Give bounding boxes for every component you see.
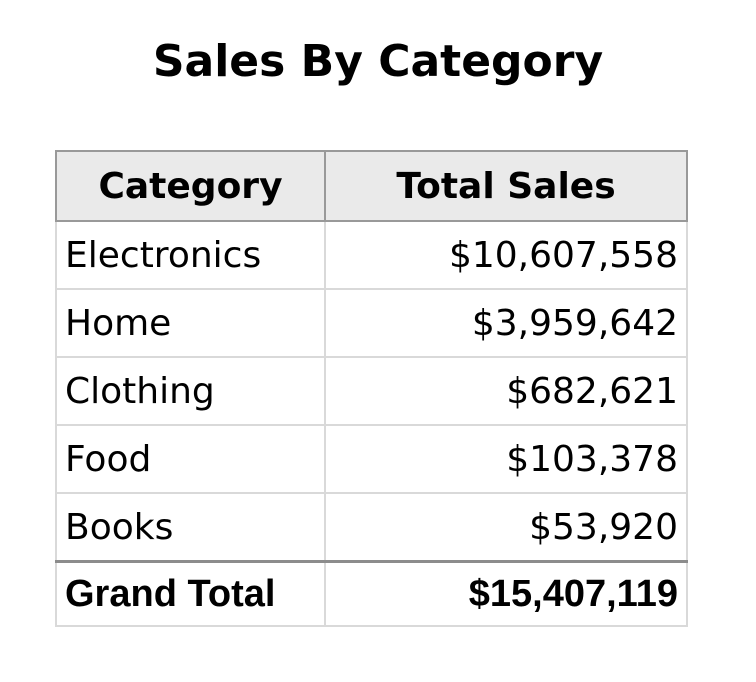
grand-total-row: Grand Total $15,407,119	[55, 560, 688, 627]
sales-cell: $10,607,558	[324, 220, 688, 290]
table-row: Home $3,959,642	[55, 288, 688, 358]
sales-cell: $3,959,642	[324, 288, 688, 358]
table-row: Books $53,920	[55, 492, 688, 563]
sales-cell: $103,378	[324, 424, 688, 494]
header-category: Category	[55, 150, 326, 222]
table-row: Food $103,378	[55, 424, 688, 494]
category-cell: Electronics	[55, 220, 326, 290]
category-cell: Home	[55, 288, 326, 358]
category-cell: Books	[55, 492, 326, 563]
table-row: Electronics $10,607,558	[55, 220, 688, 290]
sales-cell: $682,621	[324, 356, 688, 426]
header-row: Category Total Sales	[55, 150, 688, 222]
sales-cell: $53,920	[324, 492, 688, 563]
sales-table: Category Total Sales Electronics $10,607…	[55, 150, 688, 627]
grand-total-label: Grand Total	[55, 560, 326, 627]
table-row: Clothing $682,621	[55, 356, 688, 426]
header-total-sales: Total Sales	[324, 150, 688, 222]
grand-total-value: $15,407,119	[324, 560, 688, 627]
category-cell: Clothing	[55, 356, 326, 426]
category-cell: Food	[55, 424, 326, 494]
table-title: Sales By Category	[152, 36, 604, 87]
